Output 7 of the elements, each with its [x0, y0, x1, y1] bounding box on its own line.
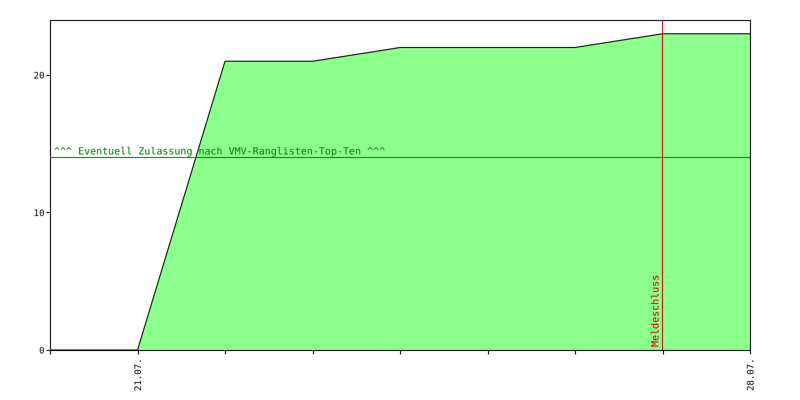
x-tick-label: 21.07.	[134, 358, 144, 392]
x-tick-label: 28.07.	[746, 358, 756, 392]
ref-line-label: Meldeschluss	[650, 274, 662, 347]
y-tick-label: 0	[39, 346, 44, 356]
y-tick-label: 10	[34, 209, 44, 219]
ref-line-label: ^^^ Eventuell Zulassung nach VMV-Ranglisten-Top-Ten ^^^	[54, 146, 386, 158]
y-tick-label: 20	[34, 72, 44, 82]
